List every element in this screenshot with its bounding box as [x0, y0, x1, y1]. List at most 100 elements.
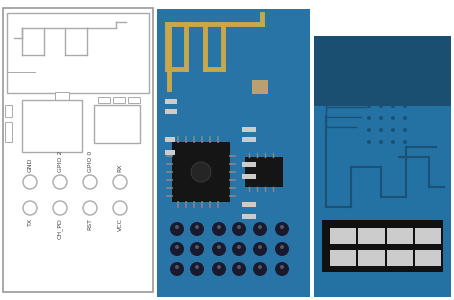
Circle shape	[113, 201, 127, 215]
Circle shape	[403, 104, 407, 108]
Circle shape	[403, 140, 407, 144]
Circle shape	[253, 222, 267, 236]
Circle shape	[53, 201, 67, 215]
Circle shape	[258, 225, 262, 229]
Circle shape	[212, 262, 226, 276]
Bar	[252, 80, 268, 94]
Circle shape	[237, 225, 241, 229]
Circle shape	[237, 265, 241, 269]
Circle shape	[217, 225, 221, 229]
Bar	[94, 105, 140, 143]
Text: TX: TX	[28, 218, 33, 226]
Circle shape	[212, 222, 226, 236]
Bar	[157, 9, 310, 297]
Bar	[22, 100, 82, 152]
Bar	[242, 214, 256, 219]
Circle shape	[258, 265, 262, 269]
Circle shape	[237, 245, 241, 249]
Bar	[242, 127, 256, 132]
Circle shape	[195, 245, 199, 249]
Bar	[98, 97, 110, 103]
Bar	[415, 228, 441, 244]
Circle shape	[403, 116, 407, 120]
Bar	[172, 142, 230, 202]
Circle shape	[190, 222, 204, 236]
Circle shape	[403, 128, 407, 132]
Circle shape	[113, 175, 127, 189]
Bar	[330, 250, 356, 266]
Circle shape	[280, 225, 284, 229]
Circle shape	[217, 265, 221, 269]
Circle shape	[379, 104, 383, 108]
Bar	[3, 8, 153, 292]
Circle shape	[190, 262, 204, 276]
Bar	[113, 97, 125, 103]
Circle shape	[83, 175, 97, 189]
Bar	[165, 150, 175, 155]
Circle shape	[253, 262, 267, 276]
Circle shape	[258, 245, 262, 249]
Circle shape	[379, 116, 383, 120]
Bar	[128, 97, 140, 103]
Circle shape	[367, 140, 371, 144]
Circle shape	[170, 242, 184, 256]
Circle shape	[379, 128, 383, 132]
Circle shape	[175, 245, 179, 249]
Circle shape	[175, 225, 179, 229]
Circle shape	[275, 222, 289, 236]
Circle shape	[391, 128, 395, 132]
Bar	[322, 220, 443, 272]
Bar	[7, 13, 149, 93]
Circle shape	[280, 245, 284, 249]
Bar	[165, 99, 177, 104]
Circle shape	[175, 265, 179, 269]
Text: GPIO 2: GPIO 2	[58, 151, 63, 172]
Circle shape	[367, 116, 371, 120]
Circle shape	[367, 128, 371, 132]
Circle shape	[191, 162, 211, 182]
Bar	[314, 36, 451, 297]
Circle shape	[232, 242, 246, 256]
Bar	[358, 250, 385, 266]
Circle shape	[170, 222, 184, 236]
Bar	[314, 36, 451, 106]
Bar	[245, 157, 283, 187]
Text: RST: RST	[88, 218, 93, 230]
Circle shape	[212, 242, 226, 256]
Circle shape	[190, 242, 204, 256]
Circle shape	[232, 222, 246, 236]
Text: GPIO 0: GPIO 0	[88, 151, 93, 172]
Circle shape	[217, 245, 221, 249]
Circle shape	[253, 242, 267, 256]
Bar	[128, 106, 140, 112]
Bar	[55, 92, 69, 106]
Bar	[415, 250, 441, 266]
Circle shape	[53, 175, 67, 189]
Bar	[5, 122, 12, 142]
Circle shape	[391, 140, 395, 144]
Text: VCC: VCC	[118, 218, 123, 231]
Circle shape	[232, 262, 246, 276]
Bar	[165, 109, 177, 114]
Circle shape	[391, 116, 395, 120]
Circle shape	[23, 175, 37, 189]
Circle shape	[367, 104, 371, 108]
Circle shape	[195, 225, 199, 229]
Circle shape	[280, 265, 284, 269]
Bar	[242, 162, 256, 167]
Text: CH_PD: CH_PD	[57, 218, 63, 239]
Bar	[5, 105, 12, 117]
Circle shape	[275, 242, 289, 256]
Circle shape	[379, 140, 383, 144]
Bar	[242, 137, 256, 142]
Bar	[386, 228, 413, 244]
Bar	[358, 228, 385, 244]
Bar	[165, 137, 175, 142]
Circle shape	[391, 104, 395, 108]
Bar	[386, 250, 413, 266]
Bar	[113, 106, 125, 112]
Text: GND: GND	[28, 158, 33, 172]
Circle shape	[195, 265, 199, 269]
Circle shape	[170, 262, 184, 276]
Circle shape	[275, 262, 289, 276]
